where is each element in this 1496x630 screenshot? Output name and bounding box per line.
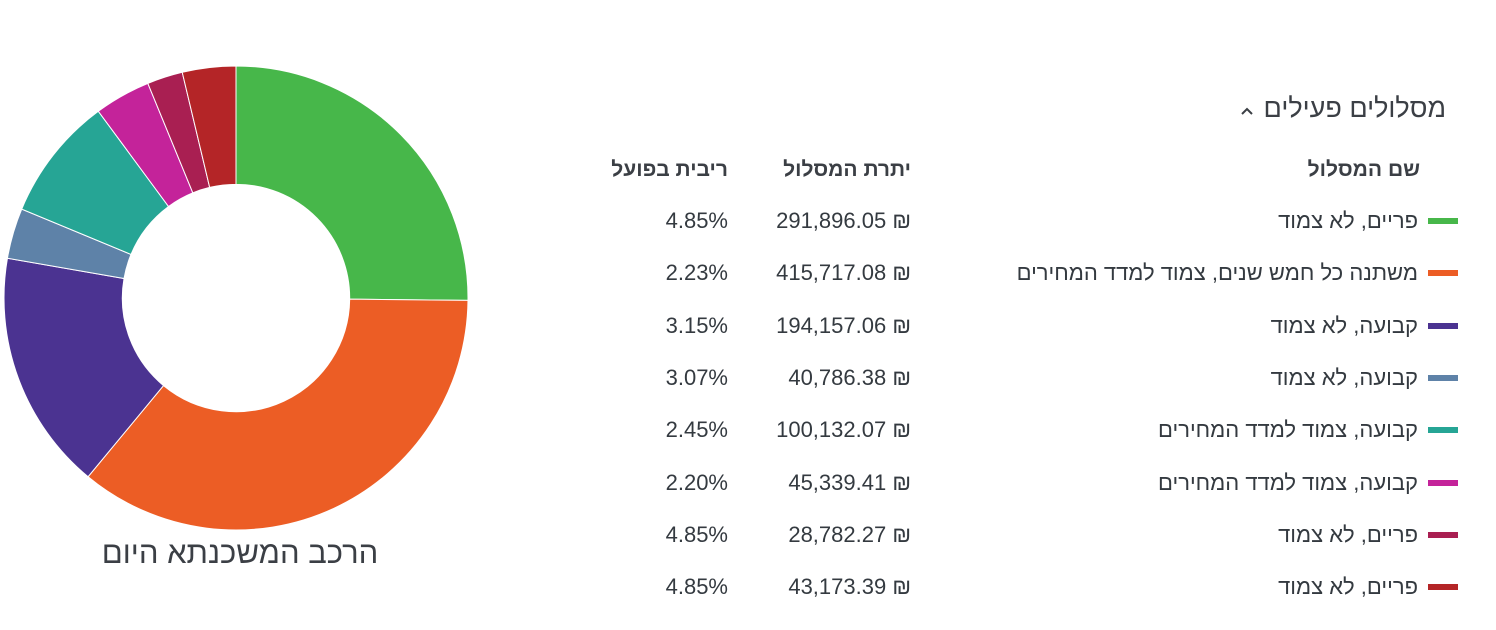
table-row: פריים, לא צמוד 291,896.05 ₪ 4.85% bbox=[0, 206, 1496, 236]
track-name: פריים, לא צמוד bbox=[1278, 208, 1418, 233]
track-balance: 194,157.06 ₪ bbox=[776, 313, 911, 338]
track-name: פריים, לא צמוד bbox=[1278, 574, 1418, 599]
table-row: פריים, לא צמוד 28,782.27 ₪ 4.85% bbox=[0, 520, 1496, 550]
table-row: קבועה, לא צמוד 40,786.38 ₪ 3.07% bbox=[0, 363, 1496, 393]
donut-slice[interactable] bbox=[87, 298, 469, 531]
track-name: קבועה, צמוד למדד המחירים bbox=[1158, 470, 1418, 495]
header-effective-rate: ריבית בפועל bbox=[611, 158, 728, 181]
section-header-active-tracks[interactable]: מסלולים פעילים bbox=[1240, 90, 1446, 126]
track-balance: 40,786.38 ₪ bbox=[788, 365, 911, 390]
chart-caption: הרכב המשכנתא היום bbox=[101, 535, 379, 570]
chevron-up-icon[interactable] bbox=[1240, 92, 1254, 128]
legend-swatch bbox=[1428, 584, 1458, 590]
track-rate: 3.07% bbox=[665, 365, 728, 390]
track-rate: 4.85% bbox=[665, 522, 728, 547]
legend-swatch bbox=[1428, 375, 1458, 381]
table-row: פריים, לא צמוד 43,173.39 ₪ 4.85% bbox=[0, 572, 1496, 602]
track-name: קבועה, צמוד למדד המחירים bbox=[1158, 417, 1418, 442]
legend-swatch bbox=[1428, 480, 1458, 486]
track-rate: 3.15% bbox=[665, 313, 728, 338]
track-rate: 2.45% bbox=[665, 417, 728, 442]
donut-slice[interactable] bbox=[235, 65, 469, 301]
track-balance: 43,173.39 ₪ bbox=[788, 574, 911, 599]
legend-swatch bbox=[1428, 218, 1458, 224]
track-name: פריים, לא צמוד bbox=[1278, 522, 1418, 547]
header-track-name: שם המסלול bbox=[1307, 158, 1420, 181]
track-balance: 100,132.07 ₪ bbox=[776, 417, 911, 442]
donut-slice[interactable] bbox=[3, 257, 165, 478]
track-name: קבועה, לא צמוד bbox=[1270, 313, 1418, 338]
track-rate: 4.85% bbox=[665, 208, 728, 233]
table-row: משתנה כל חמש שנים, צמוד למדד המחירים 415,… bbox=[0, 258, 1496, 288]
table-row: קבועה, לא צמוד 194,157.06 ₪ 3.15% bbox=[0, 311, 1496, 341]
legend-swatch bbox=[1428, 427, 1458, 433]
legend-swatch bbox=[1428, 270, 1458, 276]
track-rate: 4.85% bbox=[665, 574, 728, 599]
mortgage-donut-chart bbox=[3, 65, 469, 531]
track-balance: 291,896.05 ₪ bbox=[776, 208, 911, 233]
table-row: קבועה, צמוד למדד המחירים 45,339.41 ₪ 2.20% bbox=[0, 468, 1496, 498]
track-rate: 2.23% bbox=[665, 260, 728, 285]
track-rate: 2.20% bbox=[665, 470, 728, 495]
section-title: מסלולים פעילים bbox=[1263, 93, 1446, 123]
track-balance: 415,717.08 ₪ bbox=[776, 260, 911, 285]
donut-slice[interactable] bbox=[181, 65, 237, 189]
header-track-balance: יתרת המסלול bbox=[783, 158, 911, 181]
track-name: קבועה, לא צמוד bbox=[1270, 365, 1418, 390]
track-balance: 28,782.27 ₪ bbox=[788, 522, 911, 547]
table-row: קבועה, צמוד למדד המחירים 100,132.07 ₪ 2.45… bbox=[0, 415, 1496, 445]
legend-swatch bbox=[1428, 323, 1458, 329]
track-balance: 45,339.41 ₪ bbox=[788, 470, 911, 495]
track-name: משתנה כל חמש שנים, צמוד למדד המחירים bbox=[1016, 260, 1418, 285]
legend-swatch bbox=[1428, 532, 1458, 538]
